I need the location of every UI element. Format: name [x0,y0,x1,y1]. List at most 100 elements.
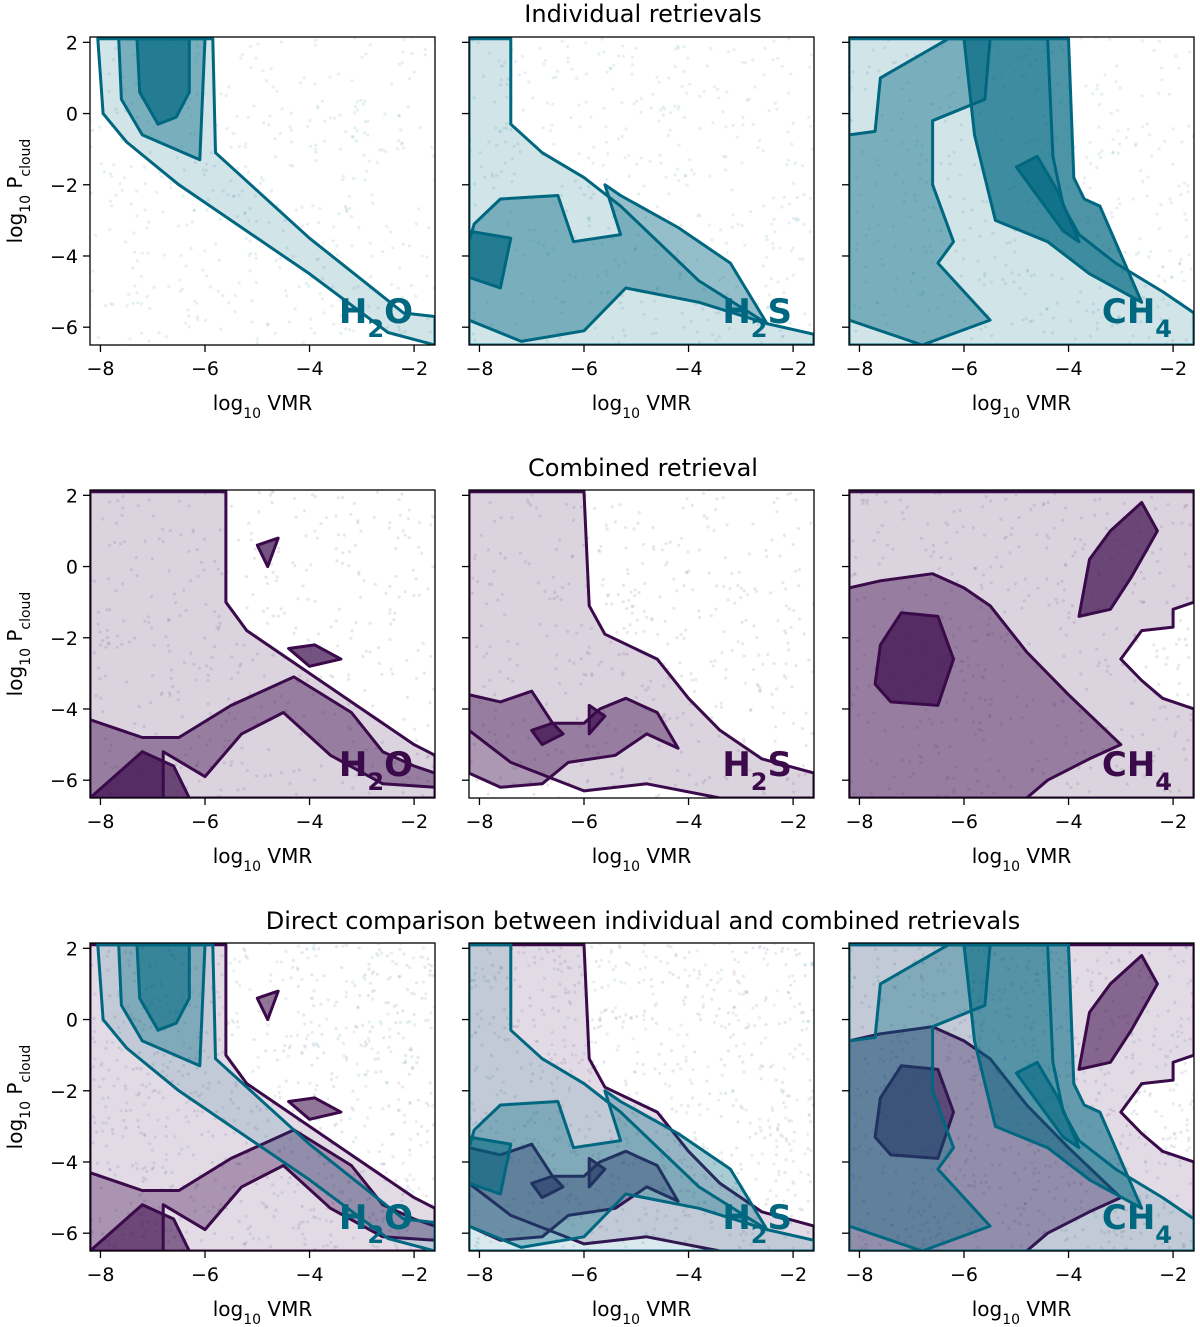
sample-point [921,1223,925,1227]
sample-point [698,1013,702,1017]
sample-point [105,628,109,633]
sample-point [201,1205,206,1209]
sample-point [107,1167,112,1171]
sample-point [947,1164,951,1168]
sample-point [553,995,557,999]
sample-point [771,1063,775,1067]
sample-point [1004,535,1008,539]
sample-point [370,997,375,1001]
sample-point [1119,1142,1123,1146]
sample-point [627,153,631,158]
sample-point [131,54,135,58]
sample-point [770,538,774,542]
sample-point [867,227,871,231]
sample-point [356,285,360,289]
sample-point [331,1201,335,1205]
sample-point [730,572,734,576]
sample-point [939,555,943,560]
sample-point [671,972,675,977]
sample-point [1023,1202,1028,1206]
sample-point [570,555,575,559]
sample-point [709,660,713,664]
sample-point [572,661,576,665]
contour-level-1 [90,490,435,798]
sample-point [808,230,813,234]
sample-point [662,684,666,688]
sample-point [510,1160,514,1164]
sample-point [854,329,858,333]
sample-point [806,1173,811,1177]
sample-point [609,640,613,644]
sample-point [1111,1109,1116,1113]
sample-point [924,593,928,597]
sample-point [972,1056,976,1060]
sample-point [92,1078,96,1082]
sample-point [157,1090,161,1094]
sample-point [710,238,714,242]
sample-point [610,336,615,340]
sample-point [891,61,895,65]
sample-point [758,944,762,949]
sample-point [604,140,608,144]
sample-point [402,1113,407,1117]
sample-point [1182,279,1186,283]
sample-point [874,182,878,186]
sample-point [597,1113,602,1118]
sample-point [375,972,379,976]
sample-point [580,763,584,767]
sample-point [197,734,201,739]
sample-point [558,538,562,542]
sample-point [792,1130,796,1134]
sample-point [639,96,643,101]
sample-point [766,306,770,310]
sample-point [682,999,686,1003]
sample-point [784,1158,788,1162]
sample-point [643,966,648,970]
sample-point [541,1148,545,1152]
sample-point [1062,588,1066,592]
sample-point [257,491,261,495]
sample-point [612,63,616,67]
sample-point [355,129,359,133]
sample-point [697,609,701,613]
sample-point [654,1001,659,1005]
sample-point [851,70,855,74]
sample-point [972,1173,976,1177]
sample-point [312,1093,317,1097]
sample-point [1183,504,1187,508]
sample-point [216,567,220,571]
sample-point [788,202,792,206]
sample-point [678,661,682,665]
sample-point [472,316,476,320]
sample-point [347,677,351,681]
sample-point [925,1220,930,1224]
sample-point [172,592,176,596]
sample-point [420,551,424,556]
sample-point [108,994,112,998]
sample-point [598,1016,602,1020]
panel-plot-area [90,490,435,798]
sample-point [251,658,255,662]
sample-point [876,979,880,983]
sample-point [161,1165,165,1170]
sample-point [321,276,325,280]
sample-point [554,75,558,79]
sample-point [404,1053,408,1057]
sample-point [287,320,291,324]
sample-point [566,56,570,60]
sample-point [724,125,728,129]
y-tick-label: −2 [50,175,78,197]
sample-point [356,519,360,523]
sample-point [278,256,282,260]
sample-point [617,54,621,58]
sample-point [421,980,426,984]
sample-point [192,208,196,212]
sample-point [701,307,705,311]
sample-point [243,164,248,169]
sample-point [855,242,859,246]
sample-point [1173,1000,1177,1005]
sample-point [498,551,503,556]
sample-point [749,1243,754,1247]
sample-point [1154,507,1158,511]
sample-point [1185,1118,1189,1122]
